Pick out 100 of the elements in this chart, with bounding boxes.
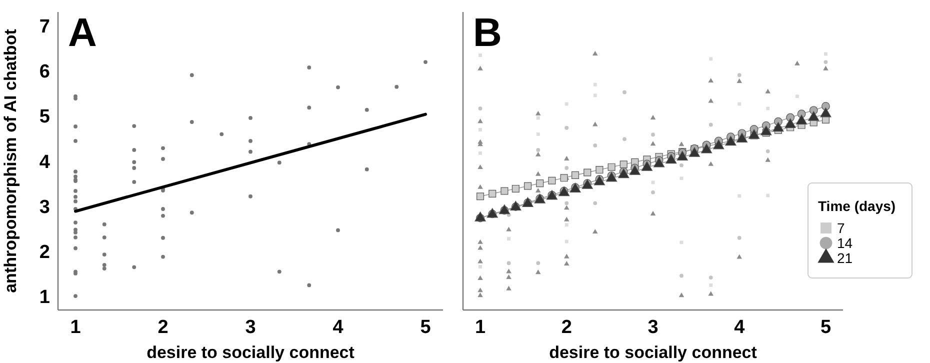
y-tick-label: 7: [39, 16, 50, 38]
x-tick-label: 4: [734, 317, 746, 338]
point: [564, 102, 568, 106]
point: [161, 157, 165, 161]
y-tick-label: 1: [39, 287, 50, 308]
point: [560, 174, 568, 182]
legend-label: 14: [837, 235, 853, 251]
point: [364, 167, 369, 172]
point: [823, 66, 828, 70]
point: [748, 129, 760, 139]
point: [248, 138, 252, 143]
point: [666, 154, 677, 164]
point: [653, 158, 665, 168]
y-tick-label: 4: [39, 152, 50, 173]
point: [161, 214, 165, 218]
x-tick-label: 3: [648, 317, 658, 338]
point: [650, 141, 656, 146]
point: [190, 210, 194, 215]
point: [478, 106, 482, 110]
point: [572, 171, 580, 179]
y-tick-label: 5: [39, 106, 50, 128]
chart-title: A: [68, 11, 97, 55]
point: [478, 151, 482, 155]
legend-label: 7: [837, 220, 845, 236]
point: [190, 73, 194, 78]
point: [506, 226, 512, 232]
point: [651, 132, 655, 137]
point: [564, 126, 569, 130]
point: [478, 288, 483, 292]
point: [766, 106, 770, 110]
point: [220, 132, 224, 136]
point: [424, 60, 428, 64]
point: [307, 106, 312, 110]
point: [74, 246, 78, 250]
point: [102, 235, 106, 240]
y-axis-title: anthropomorphism of AI chatbot: [1, 28, 20, 293]
point: [641, 161, 653, 171]
point: [506, 268, 512, 274]
point: [680, 163, 684, 168]
point: [738, 194, 742, 198]
point: [564, 205, 570, 210]
point: [760, 126, 772, 136]
point: [132, 180, 136, 184]
point: [650, 210, 656, 216]
point: [132, 166, 136, 170]
point: [736, 254, 742, 259]
point: [564, 156, 570, 160]
point: [476, 192, 484, 200]
point: [795, 94, 799, 98]
point: [765, 88, 770, 94]
point: [74, 235, 78, 240]
point: [161, 207, 165, 211]
point: [584, 168, 592, 176]
point: [680, 274, 684, 278]
point: [548, 176, 556, 184]
point: [536, 116, 540, 120]
point: [248, 150, 252, 154]
point: [820, 108, 832, 118]
point: [564, 254, 570, 258]
point: [564, 216, 570, 222]
point: [536, 132, 540, 136]
point: [190, 120, 194, 124]
point: [708, 161, 714, 166]
legend-label: 21: [837, 250, 853, 266]
point: [608, 163, 616, 171]
point: [564, 260, 570, 266]
point: [307, 66, 312, 70]
point: [478, 245, 483, 250]
point: [536, 148, 540, 152]
point: [102, 262, 106, 267]
x-tick-label: 4: [332, 317, 344, 338]
point: [822, 102, 830, 110]
point: [708, 78, 714, 82]
point: [488, 190, 496, 198]
point: [650, 114, 656, 120]
point: [478, 258, 483, 264]
point: [277, 270, 282, 274]
point: [506, 286, 512, 290]
point: [74, 230, 78, 234]
point: [536, 180, 544, 188]
x-tick-label: 1: [474, 317, 486, 338]
point: [592, 228, 598, 234]
point: [629, 165, 640, 175]
point: [796, 114, 808, 124]
point: [132, 160, 136, 164]
point: [336, 228, 340, 232]
point: [772, 122, 784, 132]
point: [564, 240, 568, 244]
point: [74, 124, 78, 128]
point: [593, 201, 598, 206]
point: [74, 199, 78, 204]
point: [593, 143, 598, 148]
point: [102, 266, 106, 270]
point: [478, 118, 483, 124]
point: [700, 144, 712, 154]
point: [478, 184, 483, 189]
point: [808, 111, 820, 121]
point: [478, 239, 483, 244]
point: [74, 138, 78, 143]
point: [564, 223, 568, 227]
